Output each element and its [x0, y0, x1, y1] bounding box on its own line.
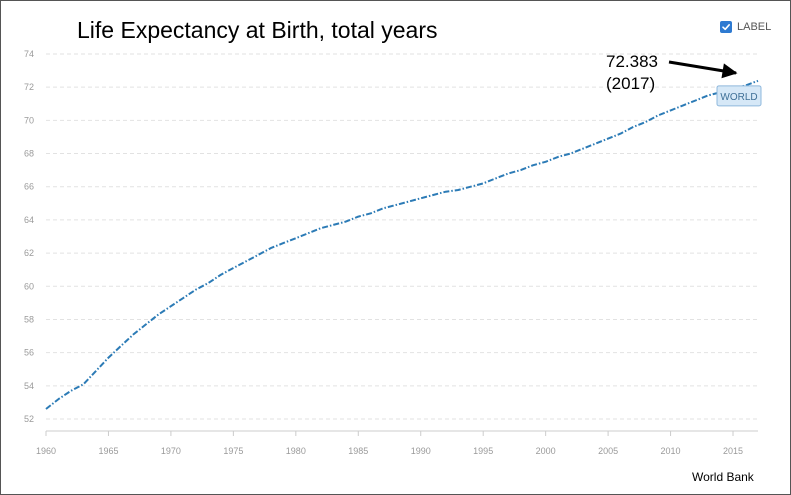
data-point[interactable]: [517, 167, 524, 174]
data-point[interactable]: [330, 221, 337, 228]
data-point[interactable]: [567, 150, 574, 157]
data-point[interactable]: [592, 140, 599, 147]
label-checkbox[interactable]: [720, 21, 732, 33]
data-point[interactable]: [380, 205, 387, 212]
series-world[interactable]: [43, 77, 762, 412]
x-tick-label: 2005: [598, 446, 618, 456]
data-point[interactable]: [642, 119, 649, 126]
data-point[interactable]: [605, 135, 612, 142]
x-tick-label: 2010: [661, 446, 681, 456]
data-point[interactable]: [167, 303, 174, 310]
data-point[interactable]: [505, 170, 512, 177]
x-tick-label: 1995: [473, 446, 493, 456]
data-point[interactable]: [92, 367, 99, 374]
x-tick-label: 2015: [723, 446, 743, 456]
data-point[interactable]: [705, 92, 712, 99]
y-tick-label: 74: [24, 49, 34, 59]
data-point[interactable]: [405, 198, 412, 205]
y-tick-label: 64: [24, 215, 34, 225]
chart-title: Life Expectancy at Birth, total years: [77, 17, 438, 43]
data-point[interactable]: [655, 112, 662, 119]
data-point[interactable]: [530, 162, 537, 169]
data-point[interactable]: [355, 213, 362, 220]
y-tick-label: 62: [24, 248, 34, 258]
data-point[interactable]: [680, 102, 687, 109]
y-tick-label: 66: [24, 182, 34, 192]
data-point[interactable]: [555, 153, 562, 160]
y-tick-label: 68: [24, 149, 34, 159]
x-tick-label: 1990: [411, 446, 431, 456]
data-point[interactable]: [217, 271, 224, 278]
data-point[interactable]: [692, 97, 699, 104]
data-point[interactable]: [242, 258, 249, 265]
data-point[interactable]: [467, 183, 474, 190]
data-point[interactable]: [192, 286, 199, 293]
data-point[interactable]: [55, 396, 62, 403]
y-tick-label: 70: [24, 115, 34, 125]
data-point[interactable]: [255, 251, 262, 258]
data-point[interactable]: [280, 240, 287, 247]
data-point[interactable]: [105, 354, 112, 361]
data-point[interactable]: [267, 245, 274, 252]
x-tick-label: 1970: [161, 446, 181, 456]
x-axis: 1960 1965 1970 1975 1980 1985 1990 1995 2000 2005…: [36, 430, 758, 456]
data-point[interactable]: [442, 188, 449, 195]
y-tick-label: 60: [24, 281, 34, 291]
data-point[interactable]: [305, 230, 312, 237]
data-point[interactable]: [580, 145, 587, 152]
x-tick-label: 1980: [286, 446, 306, 456]
y-tick-label: 52: [24, 414, 34, 424]
data-point[interactable]: [630, 124, 637, 131]
series-tag: WORLD: [716, 85, 762, 107]
label-toggle-text: LABEL: [737, 21, 772, 33]
annotation-value: 72.383: [606, 52, 658, 71]
data-point[interactable]: [180, 294, 187, 301]
data-point[interactable]: [492, 175, 499, 182]
checkmark-icon: [722, 24, 730, 31]
annotation-year: (2017): [606, 74, 656, 93]
annotation-arrow: [668, 60, 738, 79]
annotation-callout: 72.383 (2017): [606, 51, 658, 95]
series-tag-label: WORLD: [720, 92, 757, 103]
x-tick-label: 1965: [98, 446, 118, 456]
y-tick-label: 56: [24, 348, 34, 358]
data-point[interactable]: [755, 77, 762, 84]
grid-lines: [46, 53, 758, 420]
data-point[interactable]: [155, 311, 162, 318]
data-point[interactable]: [667, 107, 674, 114]
data-point[interactable]: [205, 279, 212, 286]
x-tick-label: 2000: [536, 446, 556, 456]
data-point[interactable]: [430, 192, 437, 199]
data-point[interactable]: [230, 265, 237, 272]
series-line[interactable]: [45, 79, 759, 410]
data-point[interactable]: [292, 235, 299, 242]
data-point[interactable]: [117, 343, 124, 350]
data-point[interactable]: [367, 210, 374, 217]
data-point[interactable]: [142, 321, 149, 328]
y-tick-label: 58: [24, 314, 34, 324]
data-point[interactable]: [67, 387, 74, 394]
label-toggle[interactable]: LABEL: [720, 21, 771, 33]
y-tick-label: 54: [24, 381, 34, 391]
y-axis: 52 54 56 58 60 62 64 66 68 70 72 74: [24, 49, 34, 424]
x-tick-label: 1960: [36, 446, 56, 456]
series-tag-box: [716, 85, 762, 107]
data-point[interactable]: [417, 195, 424, 202]
data-point[interactable]: [617, 130, 624, 137]
data-point[interactable]: [455, 187, 462, 194]
x-tick-label: 1985: [348, 446, 368, 456]
data-point[interactable]: [80, 381, 87, 388]
data-point[interactable]: [43, 406, 50, 413]
y-tick-label: 72: [24, 82, 34, 92]
x-tick-label: 1975: [223, 446, 243, 456]
data-point[interactable]: [392, 201, 399, 208]
data-point[interactable]: [542, 158, 549, 165]
data-point[interactable]: [342, 218, 349, 225]
source-credit: World Bank: [692, 470, 754, 484]
data-point[interactable]: [317, 225, 324, 232]
data-point[interactable]: [130, 331, 137, 338]
data-point[interactable]: [480, 180, 487, 187]
